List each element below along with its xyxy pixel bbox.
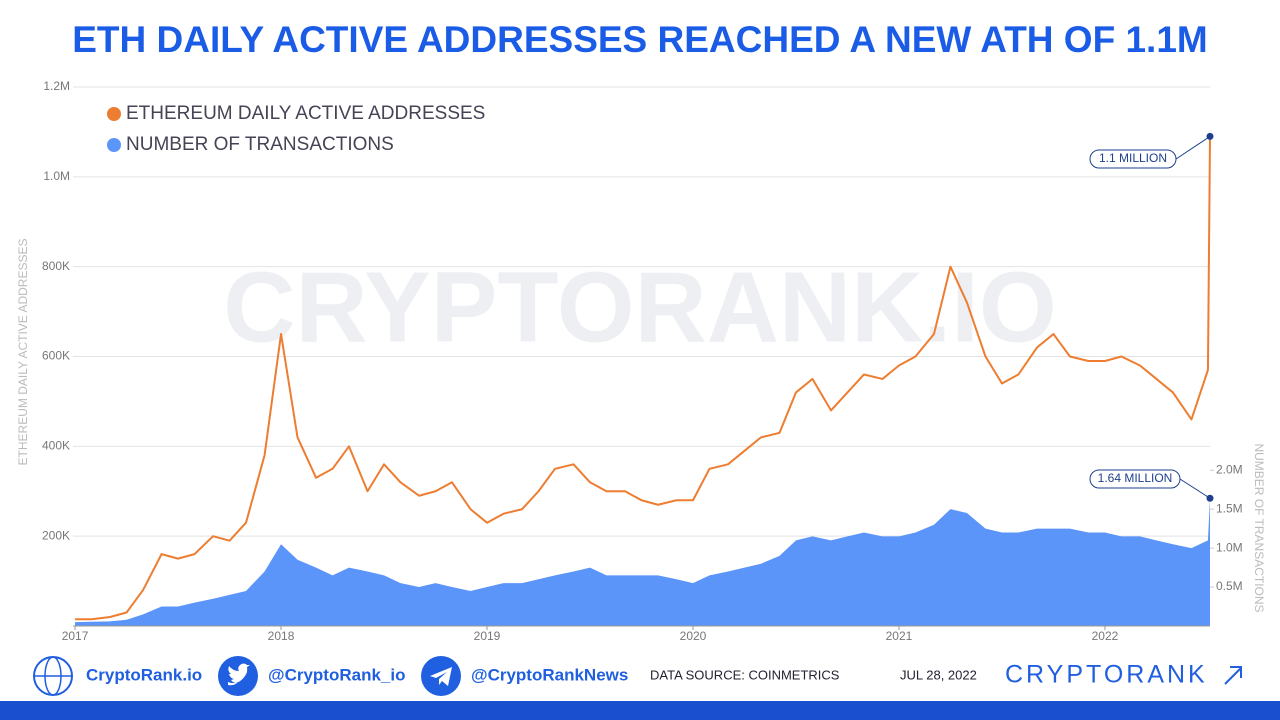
- y-tick-label: 200K: [42, 528, 70, 542]
- y-tick-label: 400K: [42, 439, 70, 453]
- x-tick-label: 2022: [1092, 629, 1119, 643]
- telegram-icon: [430, 667, 452, 686]
- footer-telegram[interactable]: @CryptoRankNews: [471, 665, 628, 684]
- y2-tick-label: 0.5M: [1216, 579, 1243, 593]
- line: [75, 136, 1211, 621]
- y-tick-label: 1.0M: [43, 169, 70, 183]
- annotation-point: [1206, 132, 1214, 140]
- footer-date: JUL 28, 2022: [900, 667, 977, 682]
- legend-label: ETHEREUM DAILY ACTIVE ADDRESSES: [126, 103, 485, 124]
- footer-twitter[interactable]: @CryptoRank_io: [268, 665, 406, 684]
- annotation-text: 1.1 MILLION: [1099, 151, 1167, 165]
- annotation-text: 1.64 MILLION: [1098, 471, 1173, 485]
- annotation-point: [1206, 494, 1214, 502]
- annotation-leader: [1179, 478, 1211, 499]
- area: [75, 498, 1210, 626]
- telegram-icon: [421, 656, 461, 696]
- footer-source: DATA SOURCE: COINMETRICS: [650, 667, 840, 682]
- x-tick-label: 2021: [886, 629, 913, 643]
- y2-tick-label: 2.0M: [1216, 462, 1243, 476]
- legend-marker: [107, 138, 121, 152]
- y2-axis-label: NUMBER OF TRANSACTIONS: [1252, 443, 1266, 612]
- footer-bar: [0, 701, 1280, 720]
- footer-site[interactable]: CryptoRank.io: [86, 665, 202, 684]
- y-tick-label: 600K: [42, 349, 70, 363]
- x-tick-label: 2020: [680, 629, 707, 643]
- y-tick-label: 800K: [42, 259, 70, 273]
- twitter-icon: [228, 663, 250, 686]
- annotation-box: [1089, 149, 1177, 169]
- x-tick-label: 2018: [268, 629, 295, 643]
- x-tick-label: 2019: [474, 629, 501, 643]
- plot-area: 200K 400K 600K 800K 1.0M 1.2M 0.5M 1.0M 1.5M 2.0M…: [42, 79, 1243, 643]
- footer: CryptoRank.io @CryptoRank_io @CryptoRank…: [0, 656, 1280, 720]
- annotation-leader: [1175, 135, 1211, 160]
- footer-brand[interactable]: CRYPTORANK: [1005, 661, 1208, 689]
- y2-tick-label: 1.5M: [1216, 501, 1243, 515]
- chart-title: ETH DAILY ACTIVE ADDRESSES REACHED A NEW…: [72, 19, 1207, 60]
- legend-label: NUMBER OF TRANSACTIONS: [126, 134, 394, 155]
- legend-marker: [107, 107, 121, 121]
- watermark: CRYPTORANK.IO: [223, 251, 1056, 363]
- annotation-box: [1089, 469, 1181, 489]
- x-tick-label: 2017: [62, 629, 89, 643]
- y-axis-label: ETHEREUM DAILY ACTIVE ADDRESSES: [16, 239, 30, 466]
- arrow-icon: [1224, 666, 1242, 685]
- y-tick-label: 1.2M: [43, 79, 70, 93]
- y2-tick-label: 1.0M: [1216, 540, 1243, 554]
